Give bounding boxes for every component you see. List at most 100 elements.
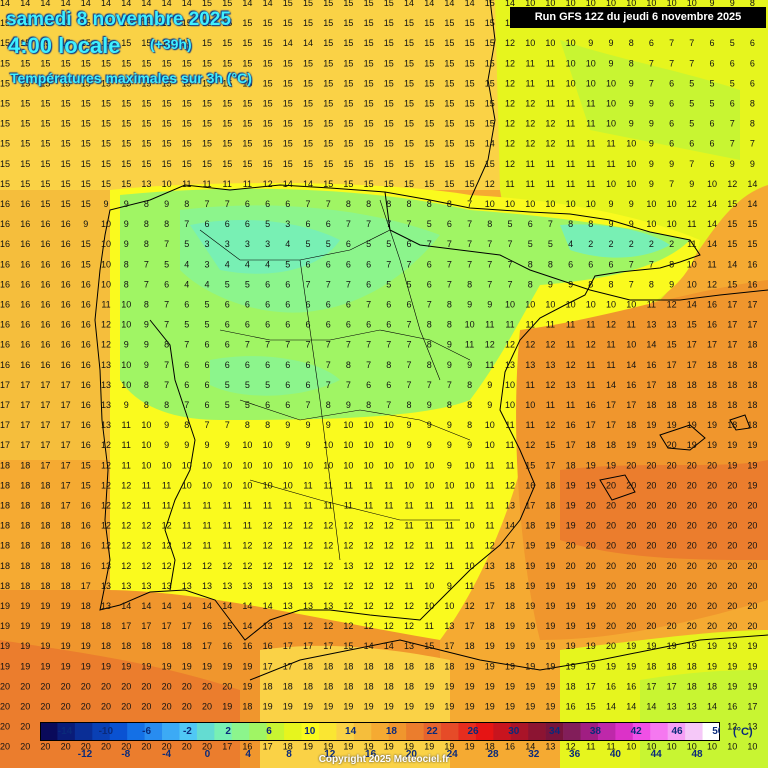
grid-value: 13 (162, 581, 172, 591)
grid-value: 5 (265, 380, 270, 390)
grid-value: 6 (750, 78, 755, 88)
grid-value: 15 (525, 460, 535, 470)
grid-value: 6 (225, 360, 230, 370)
grid-value: 11 (687, 239, 696, 249)
grid-value: 18 (20, 501, 30, 511)
grid-value: 9 (406, 420, 411, 430)
grid-value: 6 (204, 400, 209, 410)
grid-value: 11 (485, 460, 494, 470)
grid-value: 20 (141, 742, 151, 752)
grid-value: 19 (20, 601, 30, 611)
grid-value: 11 (182, 501, 191, 511)
grid-value: 12 (182, 561, 192, 571)
grid-value: 7 (447, 380, 452, 390)
grid-value: 19 (545, 521, 555, 531)
grid-value: 9 (305, 420, 310, 430)
grid-value: 20 (606, 480, 616, 490)
grid-value: 4 (245, 259, 250, 269)
grid-value: 15 (121, 119, 131, 129)
grid-value: 14 (121, 0, 131, 8)
grid-value: 19 (545, 601, 555, 611)
grid-value: 14 (444, 0, 454, 8)
grid-value: 15 (81, 480, 91, 490)
grid-value: 11 (142, 501, 151, 511)
legend-swatch (667, 722, 686, 740)
grid-value: 6 (386, 320, 391, 330)
grid-value: 14 (20, 0, 30, 8)
grid-value: 18 (303, 681, 313, 691)
grid-value: 19 (40, 661, 50, 671)
grid-value: 16 (606, 681, 616, 691)
grid-value: 20 (667, 501, 677, 511)
grid-value: 10 (545, 0, 555, 8)
grid-value: 9 (427, 400, 432, 410)
legend-swatch (528, 722, 546, 740)
grid-value: 15 (141, 38, 151, 48)
grid-value: 3 (204, 239, 209, 249)
legend-tick-label: 34 (549, 726, 561, 737)
grid-value: 6 (164, 279, 169, 289)
grid-value: 19 (566, 641, 576, 651)
grid-value: 6 (225, 340, 230, 350)
grid-value: 16 (20, 219, 30, 229)
grid-value: 19 (162, 661, 172, 671)
grid-value: 9 (124, 400, 129, 410)
grid-value: 9 (467, 440, 472, 450)
grid-value: 18 (61, 561, 71, 571)
grid-value: 8 (750, 0, 755, 8)
parameter-title: Températures maximales sur 3h (°C) (10, 70, 252, 86)
grid-value: 20 (687, 460, 697, 470)
grid-value: 19 (545, 661, 555, 671)
grid-value: 10 (646, 742, 656, 752)
grid-value: 9 (285, 440, 290, 450)
grid-value: 10 (505, 199, 515, 209)
grid-value: 6 (285, 199, 290, 209)
grid-value: 18 (707, 360, 717, 370)
grid-value: 12 (141, 521, 151, 531)
grid-value: 15 (323, 0, 333, 8)
grid-value: 15 (242, 78, 252, 88)
grid-value: 15 (0, 99, 10, 109)
grid-value: 19 (404, 742, 414, 752)
grid-value: 11 (586, 139, 595, 149)
grid-value: 6 (689, 139, 694, 149)
grid-value: 5 (326, 239, 331, 249)
grid-value: 10 (384, 440, 394, 450)
grid-value: 9 (730, 0, 735, 8)
grid-value: 18 (61, 521, 71, 531)
grid-value: 20 (707, 460, 717, 470)
grid-value: 11 (303, 480, 312, 490)
grid-value: 15 (101, 38, 111, 48)
grid-value: 20 (606, 561, 616, 571)
grid-value: 10 (202, 460, 212, 470)
grid-value: 13 (283, 581, 293, 591)
grid-value: 20 (707, 501, 717, 511)
grid-value: 19 (586, 621, 596, 631)
grid-value: 15 (40, 179, 50, 189)
grid-value: 7 (346, 340, 351, 350)
grid-value: 6 (326, 300, 331, 310)
grid-value: 13 (525, 360, 535, 370)
grid-value: 8 (144, 199, 149, 209)
grid-value: 15 (121, 179, 131, 189)
grid-value: 15 (61, 159, 71, 169)
grid-value: 17 (646, 380, 656, 390)
grid-value: 20 (20, 681, 30, 691)
grid-value: 18 (81, 621, 91, 631)
legend-swatch (231, 722, 250, 740)
grid-value: 19 (505, 681, 515, 691)
grid-value: 19 (545, 621, 555, 631)
grid-value: 17 (727, 320, 737, 330)
grid-value: 19 (101, 661, 111, 671)
grid-value: 10 (424, 601, 434, 611)
grid-value: 12 (364, 541, 374, 551)
grid-value: 19 (505, 661, 515, 671)
grid-value: 18 (687, 380, 697, 390)
grid-value: 10 (101, 219, 111, 229)
grid-value: 7 (507, 239, 512, 249)
grid-value: 15 (121, 139, 131, 149)
grid-value: 16 (81, 440, 91, 450)
legend-tick-label: 28 (487, 749, 499, 760)
grid-value: 11 (425, 541, 434, 551)
grid-value: 12 (364, 621, 374, 631)
